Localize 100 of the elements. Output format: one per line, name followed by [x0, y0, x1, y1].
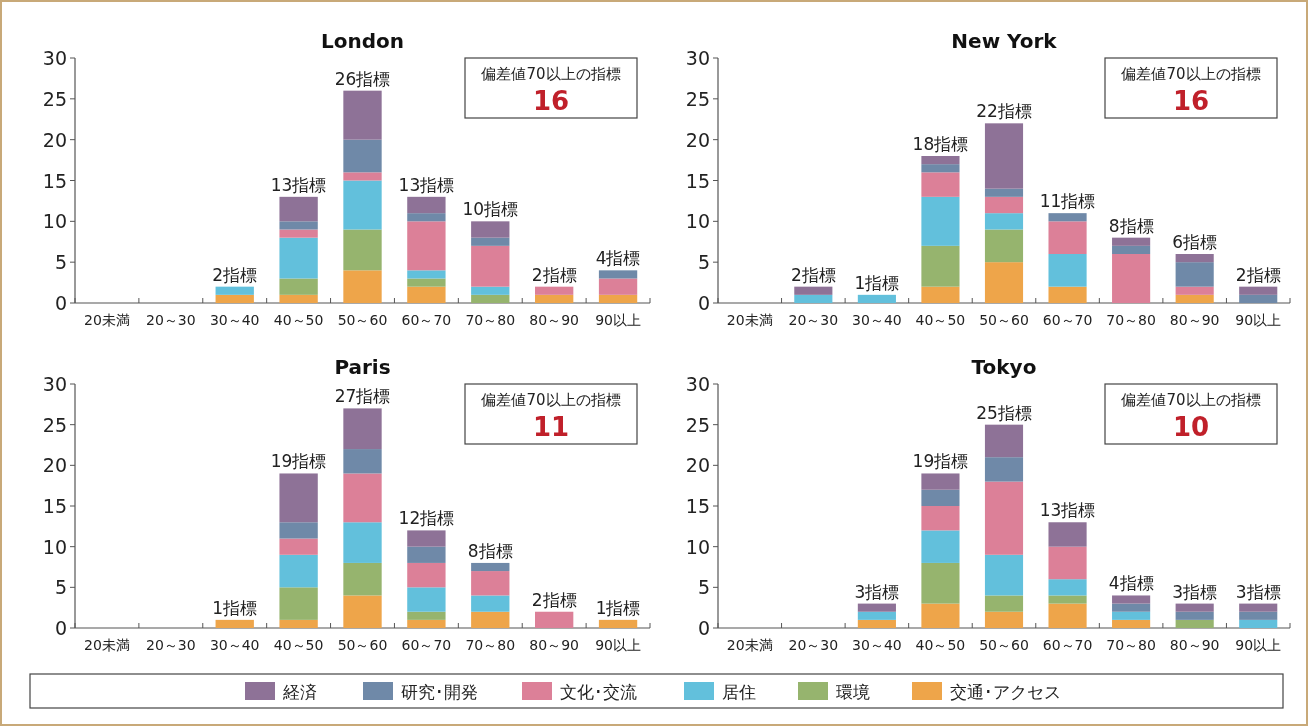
bar — [407, 213, 446, 222]
bar — [921, 196, 960, 246]
legend-label: 研究･開発 — [401, 682, 478, 702]
bar — [1239, 611, 1278, 620]
bar — [1112, 245, 1151, 254]
x-tick-label: 50～60 — [337, 312, 388, 328]
x-tick-label: 80～90 — [529, 312, 579, 328]
bar — [1175, 286, 1214, 295]
bar — [279, 522, 318, 539]
bar — [921, 245, 960, 287]
total-label: 25指標 — [976, 402, 1032, 423]
bar — [921, 489, 960, 506]
x-tick-label: 50～60 — [979, 637, 1029, 653]
x-tick-label: 70～80 — [1106, 637, 1156, 653]
bar — [343, 595, 382, 628]
bar — [279, 619, 318, 628]
total-label: 1指標 — [854, 272, 900, 293]
bar — [343, 562, 382, 596]
bar — [1048, 254, 1087, 287]
x-tick-label: 30～40 — [209, 637, 260, 653]
bar — [1175, 254, 1214, 263]
total-label: 1指標 — [595, 597, 641, 618]
bar — [407, 611, 446, 620]
x-tick-label: 30～40 — [852, 312, 902, 328]
chart-title: Paris — [334, 355, 391, 379]
bar — [921, 156, 960, 165]
bar — [984, 188, 1024, 197]
bar — [279, 473, 318, 523]
bar — [279, 554, 318, 588]
bar — [984, 196, 1024, 214]
y-tick-label: 25 — [685, 413, 710, 436]
x-tick-label: 60～70 — [1042, 312, 1093, 328]
y-tick-label: 15 — [42, 169, 67, 192]
bar — [471, 286, 510, 295]
x-tick-label: 20未満 — [726, 637, 773, 653]
bar — [1175, 603, 1214, 612]
bar — [1239, 286, 1278, 295]
bar — [1112, 603, 1151, 612]
total-label: 1指標 — [212, 597, 258, 618]
legend-label: 交通･アクセス — [950, 682, 1061, 702]
x-tick-label: 60～70 — [401, 312, 452, 328]
bar — [921, 286, 960, 303]
annotation: 11 — [532, 412, 570, 442]
bar — [535, 286, 574, 295]
legend-label: 環境 — [836, 682, 870, 702]
bar — [407, 286, 446, 303]
x-tick-label: 20～30 — [146, 637, 196, 653]
bar — [984, 213, 1024, 230]
bar — [1112, 254, 1151, 303]
bar — [1175, 294, 1214, 303]
bar — [984, 611, 1024, 628]
bar — [921, 506, 960, 531]
total-label: 22指標 — [976, 101, 1032, 122]
total-label: 13指標 — [270, 174, 327, 195]
x-tick-label: 80～90 — [529, 637, 579, 653]
bar — [984, 554, 1024, 596]
bar — [1048, 579, 1087, 596]
bar — [1112, 619, 1151, 628]
y-tick-label: 0 — [697, 617, 710, 639]
total-label: 3指標 — [854, 581, 900, 602]
y-tick-label: 20 — [42, 454, 67, 477]
bar — [1175, 619, 1214, 628]
bar — [279, 229, 318, 238]
bar — [471, 595, 510, 612]
x-tick-label: 90以上 — [1235, 637, 1282, 653]
bar — [921, 562, 960, 604]
total-label: 2指標 — [531, 589, 577, 610]
x-tick-label: 20未満 — [84, 637, 130, 653]
y-tick-label: 25 — [42, 413, 67, 436]
bar — [471, 221, 510, 238]
bar — [1048, 595, 1087, 604]
bar — [407, 587, 446, 612]
x-tick-label: 70～80 — [1106, 312, 1156, 328]
bar — [857, 611, 896, 620]
y-tick-label: 30 — [685, 47, 710, 69]
total-label: 2指標 — [212, 264, 258, 285]
bar — [857, 619, 896, 628]
y-tick-label: 25 — [685, 87, 710, 110]
bar — [857, 294, 896, 303]
bar — [279, 278, 318, 295]
total-label: 3指標 — [1172, 581, 1218, 602]
bar — [215, 619, 254, 628]
x-tick-label: 60～70 — [1042, 637, 1093, 653]
total-label: 27指標 — [334, 386, 391, 407]
bar — [407, 619, 446, 628]
legend-label: 経済 — [282, 682, 317, 702]
total-label: 11指標 — [1039, 191, 1096, 212]
bar — [471, 245, 510, 287]
bar — [984, 595, 1024, 612]
total-label: 18指標 — [912, 134, 969, 154]
total-label: 8指標 — [467, 540, 513, 561]
bar — [279, 237, 318, 279]
bar — [1239, 603, 1278, 612]
total-label: 6指標 — [1172, 232, 1218, 252]
bar — [857, 603, 896, 612]
total-label: 3指標 — [1235, 581, 1281, 602]
bar — [984, 229, 1024, 263]
bar — [343, 408, 382, 450]
total-label: 2指標 — [790, 264, 836, 285]
bar — [1048, 286, 1087, 303]
